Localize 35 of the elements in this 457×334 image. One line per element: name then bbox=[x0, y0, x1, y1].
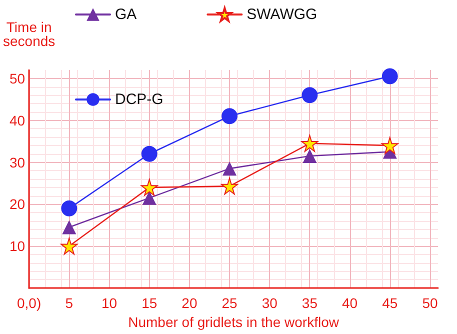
point bbox=[221, 178, 238, 195]
x-tick-label: 5 bbox=[65, 295, 74, 312]
point bbox=[141, 146, 158, 162]
point bbox=[222, 162, 237, 176]
point bbox=[302, 87, 318, 104]
point bbox=[301, 134, 318, 152]
y-tick-label: 10 bbox=[9, 238, 26, 254]
point bbox=[61, 200, 78, 216]
point bbox=[382, 68, 398, 84]
point bbox=[62, 220, 76, 234]
x-tick-label: 30 bbox=[262, 295, 278, 312]
legend-label: GA bbox=[115, 6, 137, 23]
point bbox=[140, 178, 158, 196]
legend-label: SWAWGG bbox=[246, 6, 318, 23]
x-tick-label: 10 bbox=[101, 295, 118, 312]
y-tick-label: 40 bbox=[9, 112, 26, 128]
x-tick-label: 40 bbox=[342, 295, 358, 312]
x-tick-label: 15 bbox=[142, 295, 158, 312]
x-tick-label: 20 bbox=[182, 295, 198, 312]
point bbox=[302, 148, 317, 163]
x-tick-label: 50 bbox=[422, 295, 438, 312]
x-tick-label: 0,0) bbox=[17, 295, 42, 312]
point bbox=[142, 190, 156, 205]
legend-label: DCP-G bbox=[115, 91, 164, 108]
x-axis-title: Number of gridlets in the workflow bbox=[128, 314, 340, 330]
x-tick-label: 35 bbox=[302, 295, 318, 312]
point bbox=[60, 238, 78, 255]
x-tick-label: 25 bbox=[222, 295, 238, 312]
y-tick-label: 20 bbox=[9, 196, 26, 212]
x-tick-label: 45 bbox=[382, 295, 398, 312]
y-axis-title: Time in seconds bbox=[2, 19, 56, 49]
point bbox=[381, 136, 398, 154]
point bbox=[222, 108, 238, 124]
y-tick-label: 30 bbox=[9, 154, 26, 170]
y-tick-label: 50 bbox=[9, 70, 26, 86]
